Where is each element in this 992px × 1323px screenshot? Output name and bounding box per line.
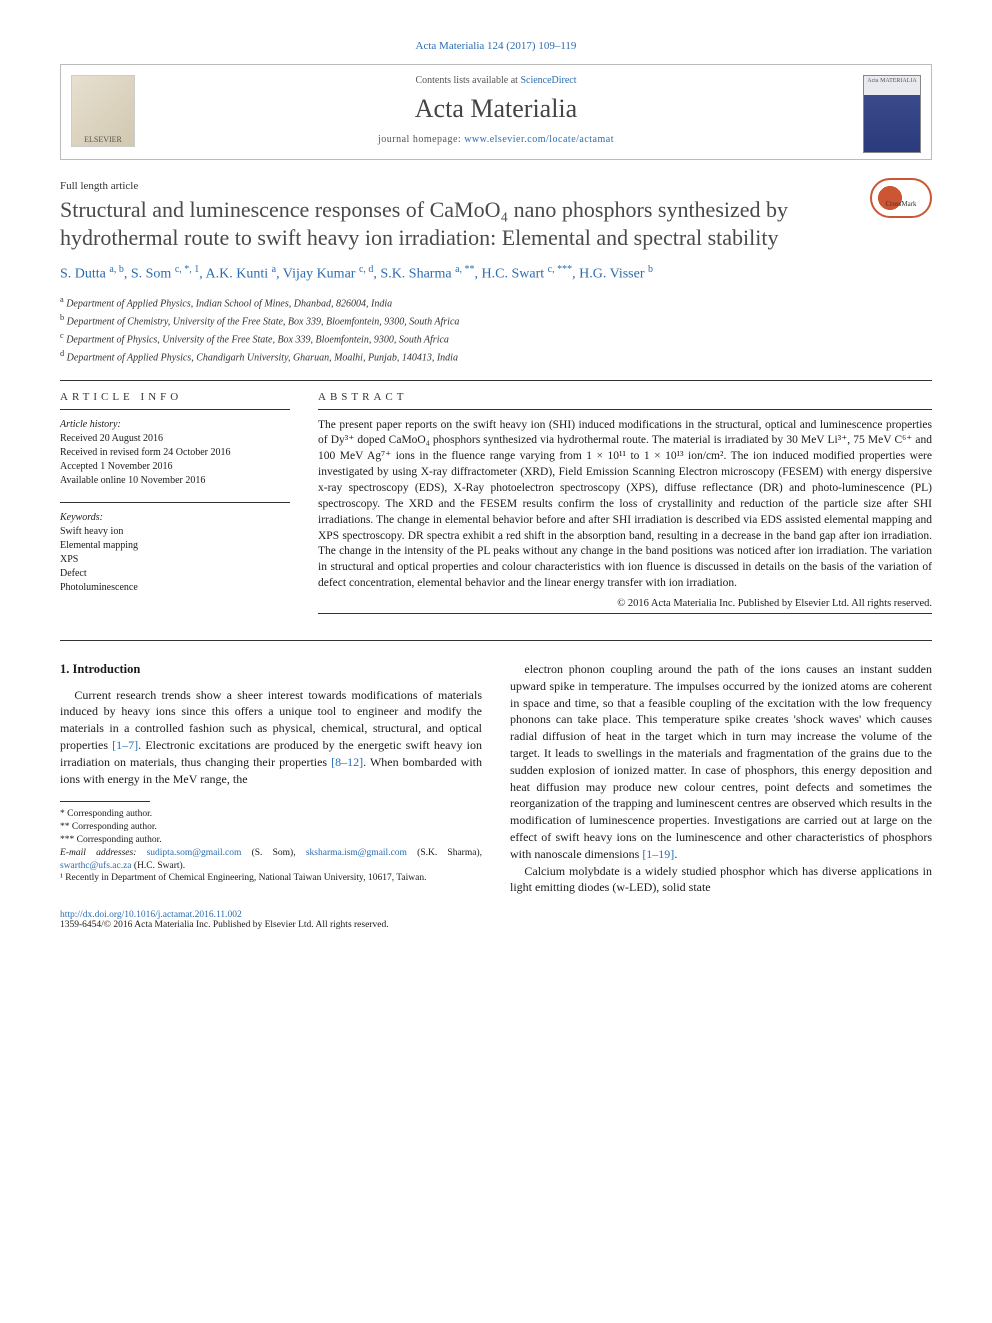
footnotes: * Corresponding author. ** Corresponding…: [60, 808, 482, 885]
divider: [318, 409, 932, 410]
citation-line: Acta Materialia 124 (2017) 109–119: [60, 40, 932, 52]
email-addresses: E-mail addresses: sudipta.som@gmail.com …: [60, 847, 482, 873]
article-info-heading: ARTICLE INFO: [60, 391, 290, 403]
keyword-item: XPS: [60, 553, 290, 567]
corresponding-author-3: *** Corresponding author.: [60, 834, 482, 847]
divider: [60, 640, 932, 641]
emails-label: E-mail addresses:: [60, 848, 147, 858]
doi-link[interactable]: http://dx.doi.org/10.1016/j.actamat.2016…: [60, 910, 242, 920]
divider: [318, 613, 932, 614]
divider: [60, 380, 932, 381]
keywords-label: Keywords:: [60, 511, 290, 525]
journal-header: ELSEVIER Acta MATERIALIA Contents lists …: [60, 64, 932, 160]
article-history: Article history: Received 20 August 2016…: [60, 418, 290, 488]
journal-homepage-link[interactable]: www.elsevier.com/locate/actamat: [464, 134, 614, 145]
email-who-3: (H.C. Swart).: [132, 861, 186, 871]
abstract-copyright: © 2016 Acta Materialia Inc. Published by…: [318, 598, 932, 609]
email-link-1[interactable]: sudipta.som@gmail.com: [147, 848, 242, 858]
abstract-text: The present paper reports on the swift h…: [318, 418, 932, 592]
corresponding-author-2: ** Corresponding author.: [60, 821, 482, 834]
section-heading-introduction: 1. Introduction: [60, 661, 482, 679]
info-abstract-row: ARTICLE INFO Article history: Received 2…: [60, 391, 932, 622]
email-link-3[interactable]: swarthc@ufs.ac.za: [60, 861, 132, 871]
issn-copyright: 1359-6454/© 2016 Acta Materialia Inc. Pu…: [60, 920, 932, 930]
affiliations-block: a Department of Applied Physics, Indian …: [60, 294, 932, 365]
doi-line: http://dx.doi.org/10.1016/j.actamat.2016…: [60, 910, 932, 920]
keyword-item: Defect: [60, 567, 290, 581]
contents-prefix: Contents lists available at: [415, 75, 520, 86]
crossmark-badge[interactable]: CrossMark: [870, 178, 932, 218]
journal-cover-thumbnail: Acta MATERIALIA: [863, 75, 921, 153]
footnote-divider: [60, 801, 150, 802]
authors-line: S. Dutta a, b, S. Som c, *, 1, A.K. Kunt…: [60, 263, 932, 284]
intro-paragraph-right-2: Calcium molybdate is a widely studied ph…: [510, 863, 932, 897]
abstract-column: ABSTRACT The present paper reports on th…: [318, 391, 932, 622]
author-note-1: ¹ Recently in Department of Chemical Eng…: [60, 872, 482, 885]
history-online: Available online 10 November 2016: [60, 474, 290, 488]
divider: [60, 502, 290, 503]
article-info-column: ARTICLE INFO Article history: Received 2…: [60, 391, 290, 622]
homepage-prefix: journal homepage:: [378, 134, 464, 145]
left-column: 1. Introduction Current research trends …: [60, 661, 482, 896]
elsevier-logo: ELSEVIER: [71, 75, 135, 147]
abstract-heading: ABSTRACT: [318, 391, 932, 403]
sciencedirect-link[interactable]: ScienceDirect: [520, 75, 576, 86]
email-who-2: (S.K. Sharma),: [407, 848, 482, 858]
right-column: electron phonon coupling around the path…: [510, 661, 932, 896]
keywords-block: Keywords: Swift heavy ionElemental mappi…: [60, 511, 290, 595]
article-title: Structural and luminescence responses of…: [60, 196, 932, 251]
history-received: Received 20 August 2016: [60, 432, 290, 446]
intro-paragraph-left: Current research trends show a sheer int…: [60, 687, 482, 788]
email-who-1: (S. Som),: [241, 848, 305, 858]
intro-paragraph-right-1: electron phonon coupling around the path…: [510, 661, 932, 863]
history-label: Article history:: [60, 418, 290, 432]
email-link-2[interactable]: sksharma.ism@gmail.com: [306, 848, 407, 858]
keyword-item: Elemental mapping: [60, 539, 290, 553]
journal-name: Acta Materialia: [77, 94, 915, 124]
corresponding-author-1: * Corresponding author.: [60, 808, 482, 821]
body-columns: 1. Introduction Current research trends …: [60, 661, 932, 896]
keyword-item: Photoluminescence: [60, 581, 290, 595]
divider: [60, 409, 290, 410]
history-accepted: Accepted 1 November 2016: [60, 460, 290, 474]
keyword-item: Swift heavy ion: [60, 525, 290, 539]
contents-available-line: Contents lists available at ScienceDirec…: [77, 75, 915, 86]
history-revised: Received in revised form 24 October 2016: [60, 446, 290, 460]
article-type: Full length article: [60, 180, 932, 192]
journal-homepage-line: journal homepage: www.elsevier.com/locat…: [77, 134, 915, 145]
